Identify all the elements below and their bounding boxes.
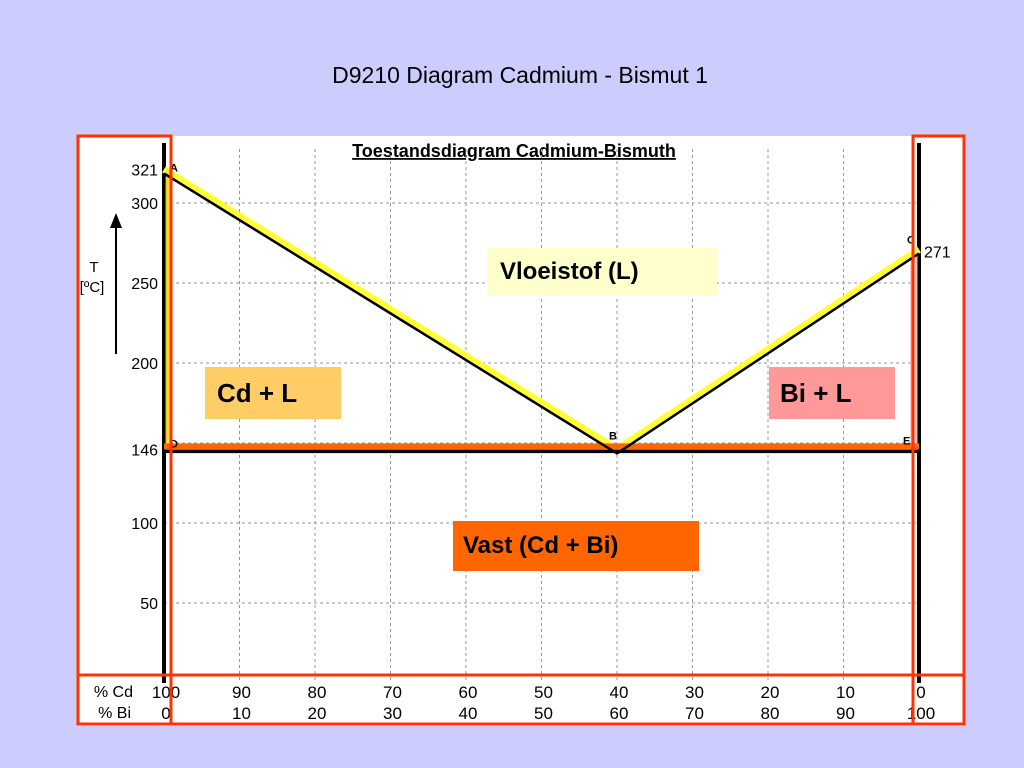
- y-tick-label: 250: [131, 276, 158, 293]
- liquidus-line: [163, 172, 920, 455]
- bottom-frame: [76, 673, 966, 726]
- y-axis-label-symbol: T: [89, 259, 98, 276]
- x-tick-label-cd: 20: [761, 683, 780, 702]
- x-tick-label-bi: 0: [161, 704, 170, 723]
- x-tick-label-bi: 80: [761, 704, 780, 723]
- y-tick-label: 200: [131, 356, 158, 373]
- y-tick-label: 300: [131, 196, 158, 213]
- x-tick-label-cd: 30: [685, 683, 704, 702]
- y-axis-arrow-head: [110, 213, 122, 228]
- highlight-frames: [76, 134, 966, 726]
- y-tick-label: 146: [131, 442, 158, 459]
- x-tick-label-cd: 10: [836, 683, 855, 702]
- region-label-bi-liquid: Bi + L: [769, 367, 895, 419]
- y-axis-label: T [ºC]: [80, 213, 122, 354]
- x-tick-label-bi: 100: [907, 704, 935, 723]
- y-tick-label: 100: [131, 516, 158, 533]
- x-tick-label-cd: 50: [534, 683, 553, 702]
- chart-title: Toestandsdiagram Cadmium-Bismuth: [352, 141, 676, 161]
- x-tick-label-bi: 70: [685, 704, 704, 723]
- x-tick-label-cd: 40: [610, 683, 629, 702]
- x-tick-label-cd: 70: [383, 683, 402, 702]
- x-tick-label-bi: 50: [534, 704, 553, 723]
- axes: [162, 143, 921, 683]
- x-axis-bi-label: % Bi: [98, 705, 131, 722]
- point-label-b: B: [609, 430, 617, 442]
- x-tick-label-cd: 0: [916, 683, 925, 702]
- y-tick-label: 50: [140, 596, 158, 613]
- chart-background: [78, 136, 964, 726]
- point-label-d: D: [170, 438, 178, 450]
- point-label-c: C: [907, 234, 915, 246]
- x-tick-label-bi: 20: [308, 704, 327, 723]
- y-axis-label-unit: [ºC]: [80, 279, 105, 296]
- x-tick-label-cd: 60: [459, 683, 478, 702]
- point-label-e: E: [903, 435, 910, 447]
- right-value-label: 271: [924, 244, 951, 261]
- x-tick-label-cd: 90: [232, 683, 251, 702]
- curves: [163, 172, 920, 455]
- x-tick-label-bi: 30: [383, 704, 402, 723]
- y-tick-label: 321: [131, 162, 158, 179]
- point-labels: A B C D E: [170, 162, 915, 450]
- x-tick-label-bi: 90: [836, 704, 855, 723]
- x-tick-label-bi: 10: [232, 704, 251, 723]
- slide-title: D9210 Diagram Cadmium - Bismut 1: [332, 62, 708, 88]
- x-tick-label-bi: 60: [610, 704, 629, 723]
- x-axis-cd-label: % Cd: [94, 684, 133, 701]
- region-label-solid: Vast (Cd + Bi): [453, 521, 699, 571]
- region-label-liquid: Vloeistof (L): [487, 248, 717, 296]
- x-tick-label-cd: 80: [308, 683, 327, 702]
- x-tick-label-cd: 100: [152, 683, 180, 702]
- point-label-a: A: [170, 162, 178, 174]
- region-label-cd-liquid: Cd + L: [205, 367, 341, 419]
- x-tick-label-bi: 40: [459, 704, 478, 723]
